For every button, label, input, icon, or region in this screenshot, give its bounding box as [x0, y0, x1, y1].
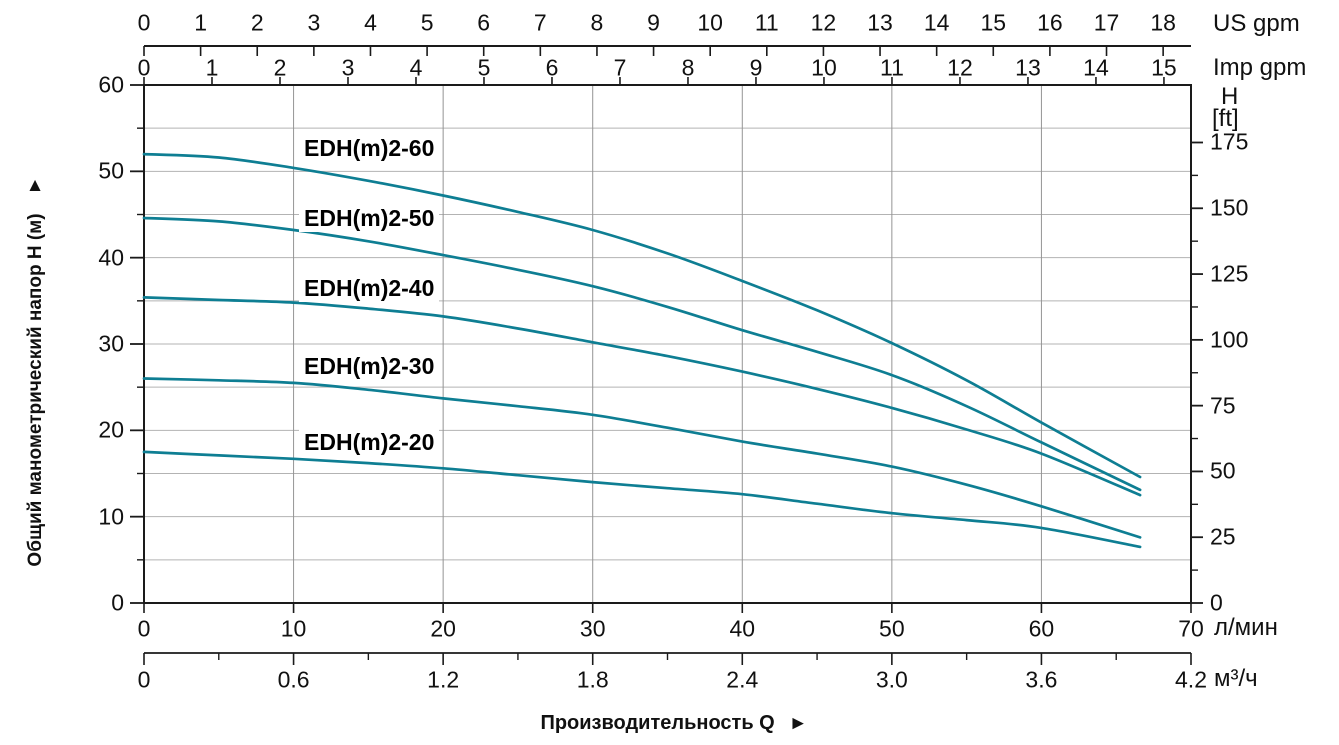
us-gpm-tick-label: 17 — [1093, 9, 1120, 36]
right-ft-tick-label: 75 — [1210, 392, 1236, 419]
right-ft-tick-label: 25 — [1210, 523, 1236, 550]
left-m-tick-label: 40 — [98, 244, 124, 271]
curve-label-edh-m-2-20: EDH(m)2-20 — [299, 428, 440, 456]
m3h-tick-label: 3.6 — [1025, 666, 1058, 693]
unit-ft: [ft] — [1212, 105, 1239, 132]
lmin-tick-label: 0 — [137, 615, 151, 642]
lmin-tick-label: 70 — [1178, 615, 1204, 642]
imp-gpm-tick-label: 15 — [1151, 54, 1177, 81]
left-m-tick-label: 0 — [111, 589, 124, 616]
curve-label-edh-m-2-40: EDH(m)2-40 — [299, 274, 440, 303]
left-m-tick-label: 60 — [98, 71, 124, 98]
lmin-tick-label: 10 — [280, 615, 307, 642]
us-gpm-tick-label: 2 — [250, 9, 264, 36]
m3h-tick-label: 4.2 — [1175, 666, 1207, 693]
curve-label-edh-m-2-30: EDH(m)2-30 — [299, 353, 440, 381]
us-gpm-tick-label: 7 — [533, 9, 547, 36]
pump-curve-edh-m-2-30 — [142, 377, 1142, 539]
us-gpm-tick-label: 11 — [754, 9, 779, 36]
m3h-tick-label: 3.0 — [875, 666, 908, 693]
us-gpm-tick-label: 4 — [364, 9, 377, 36]
m3h-tick-label: 0.6 — [277, 666, 310, 693]
plot-frame — [143, 84, 1192, 604]
imp-gpm-tick-label: 13 — [1015, 54, 1041, 81]
pump-curve-edh-m-2-40 — [142, 296, 1142, 497]
lmin-tick-label: 30 — [579, 615, 606, 642]
imp-gpm-tick-label: 14 — [1083, 54, 1109, 81]
y-axis-title: Общий манометрический напор H (м) — [25, 213, 46, 567]
imp-gpm-tick-label: 3 — [341, 54, 355, 81]
pump-curve-edh-m-2-60 — [142, 152, 1142, 479]
y-axis-up-arrow-icon: ▲ — [25, 175, 45, 196]
imp-gpm-tick-label: 7 — [613, 54, 627, 81]
lmin-tick-label: 20 — [430, 615, 456, 642]
imp-gpm-tick-label: 10 — [811, 54, 837, 81]
us-gpm-tick-label: 12 — [810, 9, 837, 36]
imp-gpm-tick-label: 12 — [947, 54, 973, 81]
unit-h: H — [1221, 83, 1239, 110]
right-ft-tick-label: 0 — [1210, 589, 1223, 616]
right-ft-tick-label: 100 — [1210, 326, 1249, 353]
us-gpm-tick-label: 8 — [590, 9, 604, 36]
unit-us-gpm: US gpm — [1213, 10, 1300, 37]
imp-gpm-tick-label: 11 — [880, 54, 904, 81]
imp-gpm-tick-label: 0 — [137, 54, 151, 81]
curve-label-edh-m-2-50: EDH(m)2-50 — [299, 205, 440, 233]
unit-m3-h: м³/ч — [1214, 665, 1258, 692]
left-m-tick-label: 50 — [98, 157, 124, 184]
us-gpm-tick-label: 6 — [477, 9, 491, 36]
us-gpm-tick-label: 0 — [137, 9, 151, 36]
m3h-tick-label: 0 — [137, 666, 151, 693]
m3h-tick-label: 1.8 — [576, 666, 609, 693]
us-gpm-tick-label: 9 — [647, 9, 660, 36]
lmin-tick-label: 60 — [1028, 615, 1055, 642]
left-m-tick-label: 10 — [98, 503, 124, 530]
x-axis-title-text: Производительность Q — [540, 712, 775, 734]
unit-imp-gpm: Imp gpm — [1213, 54, 1307, 81]
right-ft-tick-label: 175 — [1210, 128, 1249, 155]
us-gpm-tick-label: 13 — [867, 9, 893, 36]
us-gpm-tick-label: 1 — [194, 9, 208, 36]
left-m-tick-label: 20 — [98, 416, 124, 443]
imp-gpm-tick-label: 6 — [545, 54, 559, 81]
right-ft-tick-label: 150 — [1210, 194, 1249, 221]
lmin-tick-label: 50 — [879, 615, 905, 642]
x-axis-title: Производительность Q ► — [540, 712, 807, 735]
us-gpm-tick-label: 15 — [980, 9, 1007, 36]
imp-gpm-tick-label: 5 — [477, 54, 491, 81]
imp-gpm-tick-label: 4 — [409, 54, 423, 81]
curve-label-edh-m-2-60: EDH(m)2-60 — [299, 135, 440, 163]
us-gpm-tick-label: 18 — [1150, 9, 1176, 36]
us-gpm-tick-label: 16 — [1037, 9, 1063, 36]
x-axis-right-arrow-icon: ► — [788, 713, 808, 734]
left-m-tick-label: 30 — [98, 330, 124, 357]
imp-gpm-tick-label: 2 — [273, 54, 287, 81]
right-ft-tick-label: 50 — [1210, 457, 1236, 484]
m3h-tick-label: 2.4 — [726, 666, 759, 693]
lmin-tick-label: 40 — [729, 615, 756, 642]
imp-gpm-tick-label: 8 — [681, 54, 695, 81]
us-gpm-tick-label: 14 — [923, 9, 950, 36]
unit-l-min: л/мин — [1214, 614, 1278, 641]
m3h-tick-label: 1.2 — [427, 666, 460, 693]
right-ft-tick-label: 125 — [1210, 260, 1249, 287]
pump-curve-edh-m-2-20 — [142, 450, 1142, 549]
us-gpm-tick-label: 5 — [420, 9, 434, 36]
imp-gpm-tick-label: 9 — [749, 54, 763, 81]
us-gpm-tick-label: 3 — [307, 9, 321, 36]
us-gpm-tick-label: 10 — [697, 9, 723, 36]
imp-gpm-tick-label: 1 — [205, 54, 219, 81]
